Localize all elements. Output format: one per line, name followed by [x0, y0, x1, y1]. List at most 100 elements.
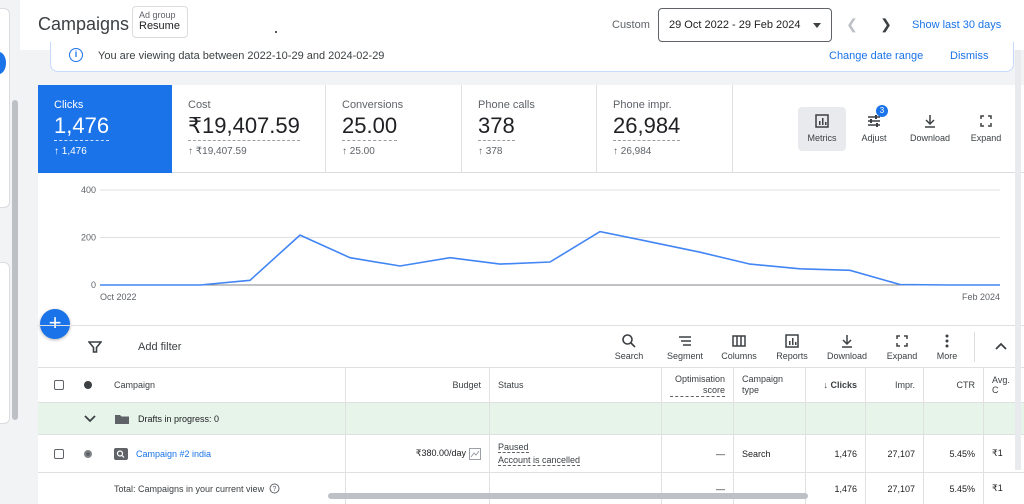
row-select-cell: [38, 435, 76, 472]
empty-cell: [490, 473, 662, 504]
total-row: Total: Campaigns in your current view ? …: [38, 473, 1024, 504]
budget-value: ₹380.00/day: [415, 448, 466, 458]
opt-score-cell: —: [662, 435, 734, 472]
metrics-label: Metrics: [807, 133, 837, 143]
col-campaign-type[interactable]: Campaign type: [734, 368, 806, 402]
toolbar-divider: [974, 332, 975, 362]
add-filter-button[interactable]: Add filter: [138, 341, 182, 353]
adjust-button[interactable]: 3 Adjust: [850, 105, 898, 151]
row-status-cell: [76, 435, 106, 472]
metrics-button[interactable]: Metrics: [798, 107, 846, 151]
table-row: Campaign #2 india ₹380.00/day Paused Acc…: [38, 435, 1024, 473]
col-campaign[interactable]: Campaign: [106, 368, 346, 402]
y-tick-label: 0: [91, 280, 96, 290]
col-status[interactable]: Status: [490, 368, 662, 402]
col-optimisation-score[interactable]: Optimisation score: [662, 368, 734, 402]
expand-icon: [980, 115, 992, 127]
clicks-cell: 1,476: [806, 435, 866, 472]
caret-down-icon: [813, 23, 821, 28]
columns-button[interactable]: Columns: [716, 330, 762, 361]
left-rail-card: [0, 262, 10, 424]
col-impr[interactable]: Impr.: [866, 368, 924, 402]
more-button[interactable]: More: [924, 330, 970, 361]
table-header-row: Campaign Budget Status Optimisation scor…: [38, 367, 1024, 403]
help-icon[interactable]: ?: [269, 483, 280, 494]
expand-drafts-cell: [76, 403, 106, 434]
x-tick-label: Feb 2024: [962, 292, 1000, 302]
y-tick-label: 400: [81, 185, 96, 195]
date-range-value: 29 Oct 2022 - 29 Feb 2024: [669, 19, 801, 31]
ctr-cell: 5.45%: [924, 435, 984, 472]
filter-icon[interactable]: [88, 340, 102, 354]
search-button[interactable]: Search: [606, 330, 652, 361]
metric-tile-phone-impr[interactable]: Phone impr. 26,984 ↑ 26,984: [597, 85, 733, 173]
col-ctr[interactable]: CTR: [924, 368, 984, 402]
row-checkbox[interactable]: [54, 448, 64, 459]
clicks-series-line: [100, 230, 1000, 286]
left-scrollbar[interactable]: [12, 100, 18, 420]
expand-table-button[interactable]: Expand: [879, 330, 925, 361]
change-date-range-link[interactable]: Change date range: [829, 50, 924, 62]
select-all-checkbox[interactable]: [54, 380, 64, 390]
dismiss-link[interactable]: Dismiss: [950, 50, 989, 62]
total-label: Total: Campaigns in your current view: [114, 483, 265, 494]
col-optimisation-score-label: Optimisation score: [670, 374, 725, 397]
status-account-cancelled[interactable]: Account is cancelled: [498, 454, 581, 466]
col-avg-cpc[interactable]: Avg. C: [992, 375, 1010, 395]
campaigns-table: Campaign Budget Status Optimisation scor…: [38, 367, 1024, 504]
date-range-select[interactable]: 29 Oct 2022 - 29 Feb 2024: [658, 8, 832, 42]
horizontal-scrollbar[interactable]: [328, 493, 808, 499]
segment-button[interactable]: Segment: [662, 330, 708, 361]
more-vert-icon: [945, 334, 949, 348]
expand-chart-button[interactable]: Expand: [962, 107, 1010, 151]
columns-icon: [732, 335, 746, 347]
page-title: Campaigns: [38, 14, 130, 34]
reports-button[interactable]: Reports: [769, 330, 815, 361]
status-paused[interactable]: Paused: [498, 441, 529, 453]
chevron-right-icon[interactable]: ❯: [880, 16, 892, 32]
status-cell: Paused Account is cancelled: [490, 435, 662, 472]
empty-cell: [346, 403, 490, 434]
add-campaign-button[interactable]: +: [40, 309, 70, 339]
search-campaign-icon: [114, 447, 128, 460]
budget-cell: ₹380.00/day: [346, 435, 490, 472]
chevron-left-icon[interactable]: ❮: [846, 16, 858, 32]
empty-cell: [662, 403, 734, 434]
col-budget[interactable]: Budget: [346, 368, 490, 402]
metric-label: Cost: [188, 99, 211, 111]
metric-tile-conversions[interactable]: Conversions 25.00 ↑ 25.00: [326, 85, 462, 173]
vertical-scrollbar[interactable]: [1015, 50, 1021, 470]
metric-tiles: Clicks 1,476 ↑ 1,476 Cost ₹19,407.59 ↑ ₹…: [38, 85, 1024, 173]
paused-status-icon[interactable]: [84, 449, 92, 458]
status-dot-header: [76, 368, 106, 402]
campaign-type-cell: Search: [734, 435, 806, 472]
download-table-button[interactable]: Download: [824, 330, 870, 361]
search-label: Search: [614, 351, 644, 361]
expand-label: Expand: [886, 351, 918, 361]
adjust-badge: 3: [876, 105, 888, 117]
empty-cell: [346, 473, 490, 504]
download-chart-button[interactable]: Download: [906, 107, 954, 151]
col-clicks[interactable]: ↓ Clicks: [806, 368, 866, 402]
show-last-30-days-link[interactable]: Show last 30 days: [912, 19, 1002, 31]
total-avg-cpc: ₹1: [992, 483, 1003, 493]
columns-label: Columns: [721, 351, 757, 361]
campaign-link[interactable]: Campaign #2 india: [136, 448, 212, 459]
clicks-line-chart: 400 200 0 Oct 2022 Feb 2024: [81, 185, 1000, 302]
segment-icon: [679, 336, 691, 346]
metric-label: Clicks: [54, 99, 84, 111]
metrics-icon: [815, 114, 829, 128]
budget-chart-icon[interactable]: [469, 447, 481, 460]
ad-group-selector[interactable]: Ad group Resume: [132, 6, 188, 38]
chevron-down-icon[interactable]: [84, 414, 96, 424]
metric-tile-clicks[interactable]: Clicks 1,476 ↑ 1,476: [38, 85, 172, 173]
dot-mark: [275, 31, 277, 33]
total-impr: 27,107: [866, 473, 924, 504]
info-icon: i: [69, 48, 83, 62]
metric-tile-phone-calls[interactable]: Phone calls 378 ↑ 378: [462, 85, 597, 173]
metric-value: 26,984: [613, 113, 681, 141]
metric-tile-cost[interactable]: Cost ₹19,407.59 ↑ ₹19,407.59: [172, 85, 326, 173]
metric-label: Conversions: [342, 99, 404, 111]
status-dot-icon: [84, 381, 92, 389]
chevron-up-icon[interactable]: [994, 339, 1008, 353]
